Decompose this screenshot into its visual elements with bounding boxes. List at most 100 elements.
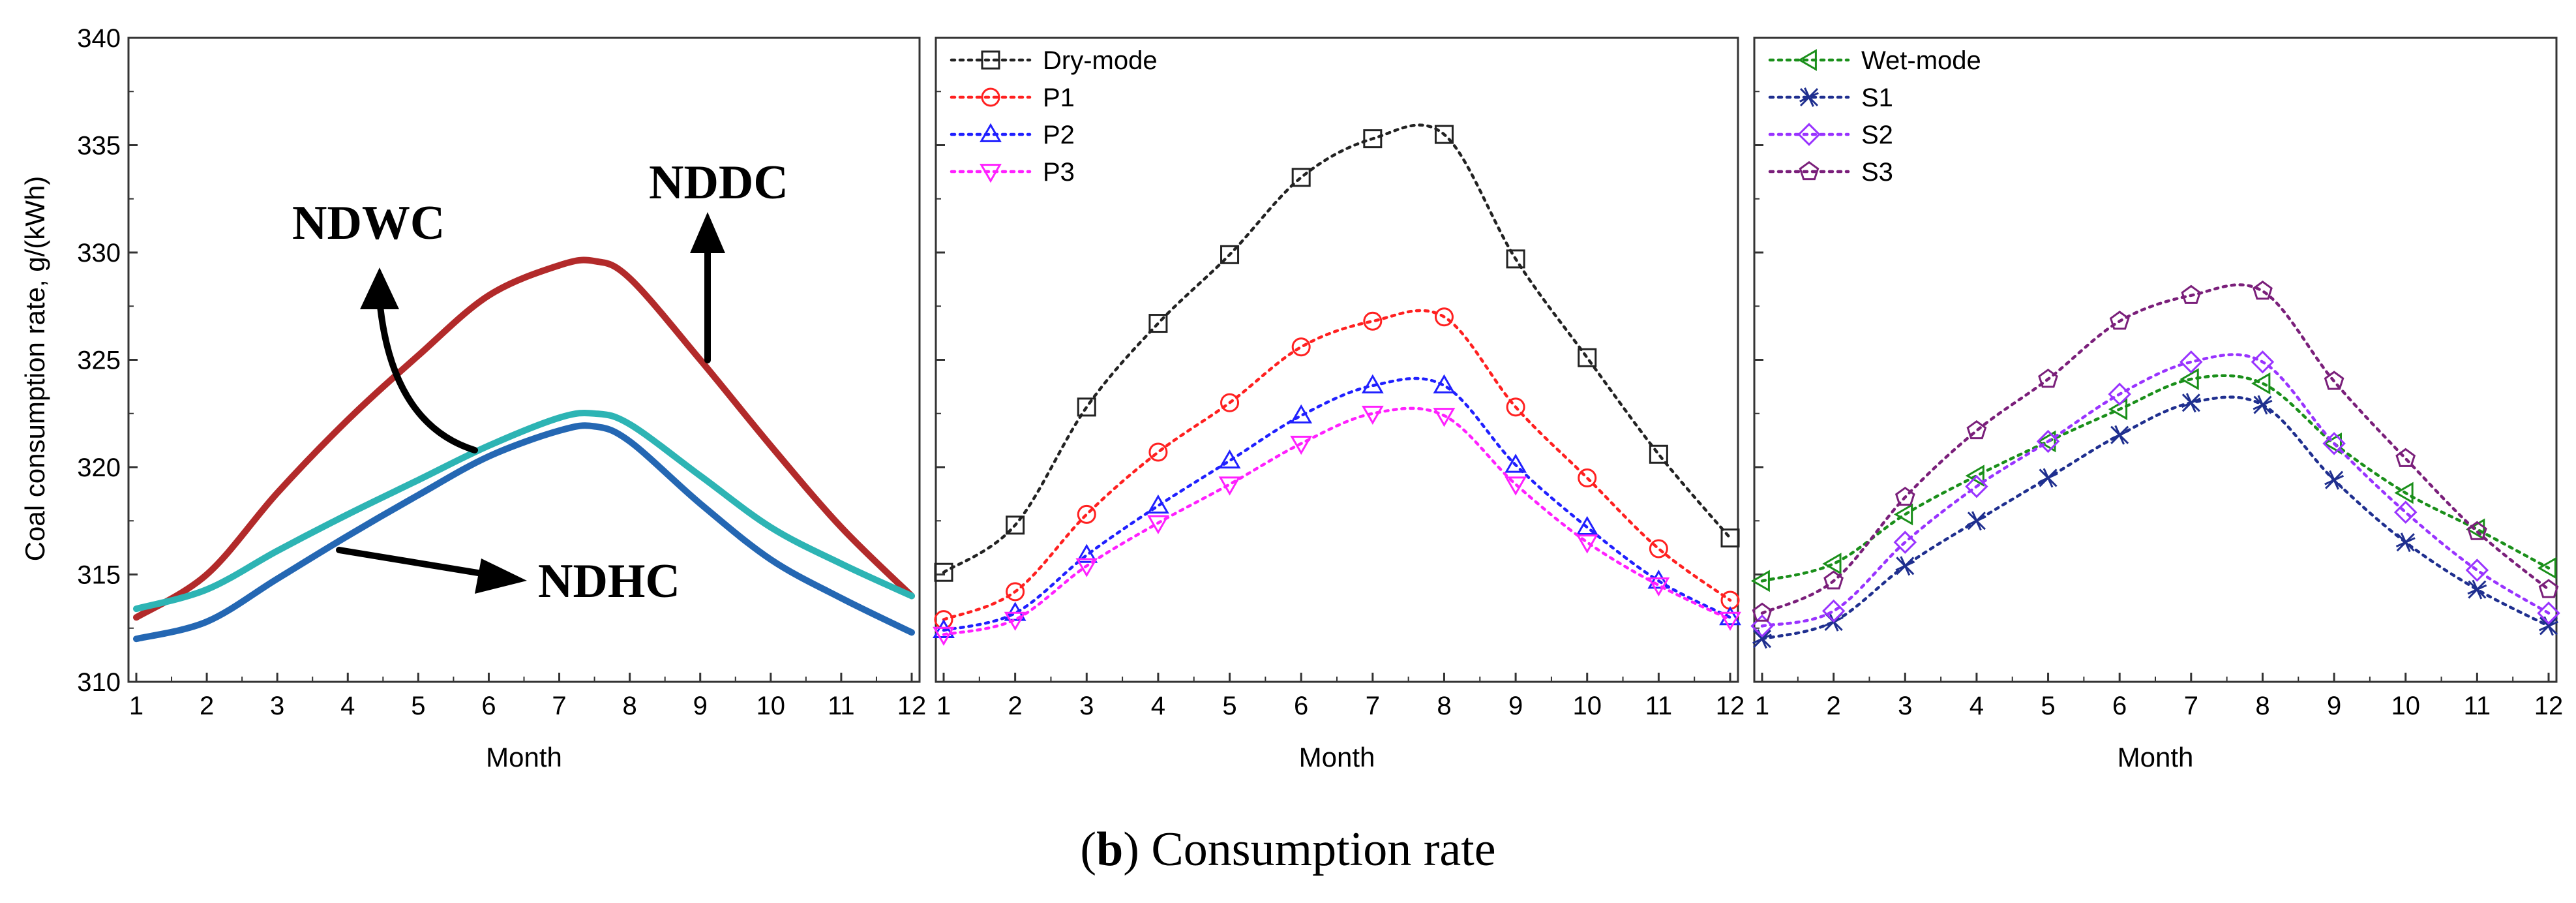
plot-area: 1 2 3 4 5 6 7 8 9 10 11 12310315320325330335340Mont… [77, 24, 2563, 773]
legend-marker [1799, 161, 1820, 181]
x-axis-label: Month [2118, 742, 2194, 773]
x-tick-label: 1 [1755, 692, 1769, 720]
data-point-p1 [1578, 468, 1597, 487]
chart-panel-1: 1 2 3 4 5 6 7 8 9 10 11 12310315320325330335340Mont… [77, 24, 926, 773]
legend-label: P2 [1043, 121, 1075, 149]
y-tick-label: 315 [77, 561, 121, 590]
data-point-p3 [1218, 476, 1241, 496]
data-point-wet-mode [1893, 503, 1913, 526]
figure-canvas: 1 2 3 4 5 6 7 8 9 10 11 12310315320325330335340Mont… [20, 24, 2563, 773]
legend: Dry-mode P1 P2 P3 [950, 46, 1158, 187]
arrow-ndhc-head [475, 559, 527, 594]
y-tick-label: 320 [77, 453, 121, 482]
legend-label: S3 [1861, 158, 1893, 187]
data-point-s2 [2036, 429, 2060, 453]
x-tick-label: 6 [481, 692, 496, 720]
legend-marker [981, 87, 1000, 107]
data-point-p2 [1361, 374, 1384, 393]
data-point-dry-mode [1434, 125, 1454, 144]
x-tick-label: 2 [1008, 692, 1023, 720]
data-point-s2 [1965, 474, 1988, 498]
x-tick-label: 10 [1572, 692, 1602, 720]
series-line-dry-mode [942, 123, 1732, 574]
legend-label: P1 [1043, 84, 1075, 112]
data-point-p3 [1719, 611, 1741, 631]
data-point-p2 [1290, 404, 1313, 423]
legend-label: P3 [1043, 158, 1075, 187]
series-line-p2 [942, 376, 1732, 632]
data-point-p1 [1434, 307, 1454, 327]
x-tick-label: 2 [200, 692, 214, 720]
legend-label: S1 [1861, 84, 1893, 112]
legend-marker [1797, 123, 1821, 146]
data-point-p3 [1075, 558, 1098, 577]
x-tick-label: 4 [340, 692, 355, 720]
data-point-p1 [1006, 582, 1025, 602]
data-point-s1 [2253, 395, 2273, 415]
annotation-ndhc: NDHC [538, 555, 680, 608]
data-point-s2 [1750, 614, 1774, 638]
legend-marker [980, 164, 1002, 183]
plot-frame [127, 37, 921, 683]
data-point-s1 [2038, 468, 2058, 488]
data-point-dry-mode [1578, 348, 1597, 367]
data-point-p2 [933, 619, 955, 638]
x-tick-label: 4 [1969, 692, 1984, 720]
data-point-s2 [2465, 559, 2489, 582]
caption-text: ) Consumption rate [1123, 823, 1496, 876]
data-point-p1 [1077, 504, 1096, 524]
data-point-s1 [2181, 393, 2201, 413]
data-point-wet-mode [2108, 398, 2128, 421]
x-tick-label: 1 [129, 692, 143, 720]
data-point-p2 [1433, 374, 1456, 393]
data-point-s1 [1966, 511, 1986, 531]
x-tick-label: 7 [1366, 692, 1380, 720]
annotation-nddc: NDDC [649, 156, 788, 209]
data-point-wet-mode [2466, 518, 2485, 541]
data-point-s1 [2110, 425, 2130, 445]
x-tick-label: 10 [2391, 692, 2420, 720]
data-point-wet-mode [2251, 372, 2271, 395]
data-point-s3 [2181, 284, 2202, 304]
series-line-wet-mode [1760, 374, 2551, 583]
data-point-wet-mode [2537, 557, 2556, 579]
series-line-s3 [1760, 283, 2551, 615]
x-tick-label: 9 [2327, 692, 2341, 720]
y-tick-label: 325 [77, 346, 121, 375]
x-tick-label: 7 [2184, 692, 2198, 720]
x-tick-label: 6 [2112, 692, 2127, 720]
x-tick-label: 5 [411, 692, 425, 720]
data-point-dry-mode [1649, 444, 1668, 464]
data-point-p2 [1075, 543, 1098, 563]
caption-letter: b [1096, 823, 1124, 876]
data-point-s3 [2538, 579, 2559, 598]
data-point-s1 [1752, 629, 1772, 649]
data-point-p1 [1649, 539, 1668, 559]
data-point-wet-mode [2179, 368, 2199, 391]
data-point-dry-mode [1506, 249, 1525, 269]
x-tick-label: 11 [2464, 692, 2491, 720]
data-point-p3 [1433, 408, 1456, 427]
legend-label: Wet-mode [1861, 46, 1981, 75]
legend-marker [980, 123, 1002, 142]
x-tick-label: 12 [1716, 692, 1745, 720]
x-tick-label: 11 [828, 692, 855, 720]
data-point-p2 [1647, 570, 1670, 589]
x-tick-label: 9 [1508, 692, 1523, 720]
y-tick-label: 330 [77, 239, 121, 268]
x-tick-label: 3 [1079, 692, 1094, 720]
data-point-dry-mode [1291, 168, 1311, 187]
data-point-s2 [2537, 601, 2560, 625]
figure-caption: (b) Consumption rate [0, 822, 2576, 878]
data-point-p3 [1505, 476, 1527, 496]
x-tick-label: 5 [2041, 692, 2055, 720]
legend-marker [1799, 87, 1819, 107]
arrow-ndhc [336, 547, 489, 577]
x-tick-label: 2 [1827, 692, 1841, 720]
legend: Wet-mode S1 S2 S3 [1768, 46, 1981, 187]
data-point-s2 [2322, 432, 2346, 455]
data-point-s1 [2467, 579, 2487, 600]
data-point-s2 [1893, 530, 1917, 554]
legend-marker [1797, 49, 1817, 71]
